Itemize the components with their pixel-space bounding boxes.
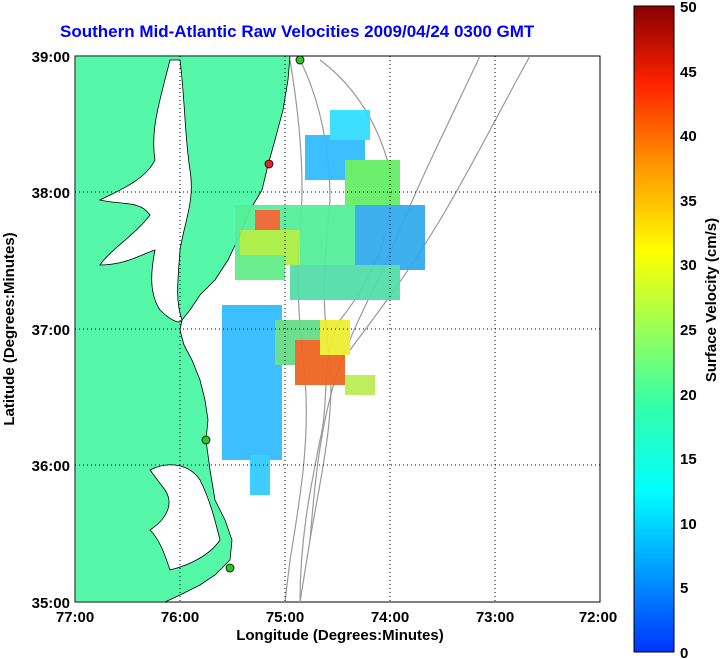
x-axis-label: Longitude (Degrees:Minutes) <box>236 627 444 644</box>
colorbar-label: Surface Velocity (cm/s) <box>703 218 720 382</box>
pamlico-sound <box>149 464 221 571</box>
colorbar-tick-label: 20 <box>680 387 697 404</box>
x-tick-label: 76:00 <box>161 609 199 626</box>
colorbar-tick-label: 45 <box>680 64 697 81</box>
colorbar-tick-label: 50 <box>680 0 697 16</box>
y-axis-label: Latitude (Degrees:Minutes) <box>1 232 18 425</box>
grid-lines <box>75 56 600 602</box>
x-tick-label: 74:00 <box>371 609 409 626</box>
y-tick-label: 36:00 <box>32 458 70 475</box>
station-marker <box>225 563 235 573</box>
x-tick-label: 77:00 <box>56 609 94 626</box>
colorbar-tick-label: 0 <box>680 645 688 659</box>
colorbar-ticks: 50 45 40 35 30 25 20 15 10 5 0 <box>680 0 697 659</box>
velocity-field-south <box>222 305 375 495</box>
colorbar-tick-label: 35 <box>680 193 697 210</box>
x-tick-label: 75:00 <box>266 609 304 626</box>
colorbar-tick-label: 40 <box>680 128 697 145</box>
velocity-field-north <box>235 110 425 300</box>
station-marker <box>201 435 211 445</box>
colorbar-tick-label: 25 <box>680 322 697 339</box>
chesapeake-bay <box>98 59 192 323</box>
x-tick-label: 73:00 <box>476 609 514 626</box>
y-tick-label: 38:00 <box>32 185 70 202</box>
y-tick-label: 37:00 <box>32 322 70 339</box>
map-title: Southern Mid-Atlantic Raw Velocities 200… <box>60 22 535 41</box>
colorbar-tick-label: 15 <box>680 451 697 468</box>
y-tick-label: 39:00 <box>32 49 70 66</box>
y-tick-label: 35:00 <box>32 595 70 612</box>
colorbar-tick-label: 30 <box>680 257 697 274</box>
colorbar-tick-label: 10 <box>680 516 697 533</box>
x-tick-label: 72:00 <box>579 609 617 626</box>
station-marker <box>295 56 305 65</box>
colorbar <box>633 5 675 653</box>
colorbar-tick-label: 5 <box>680 580 688 597</box>
station-marker <box>264 159 274 169</box>
